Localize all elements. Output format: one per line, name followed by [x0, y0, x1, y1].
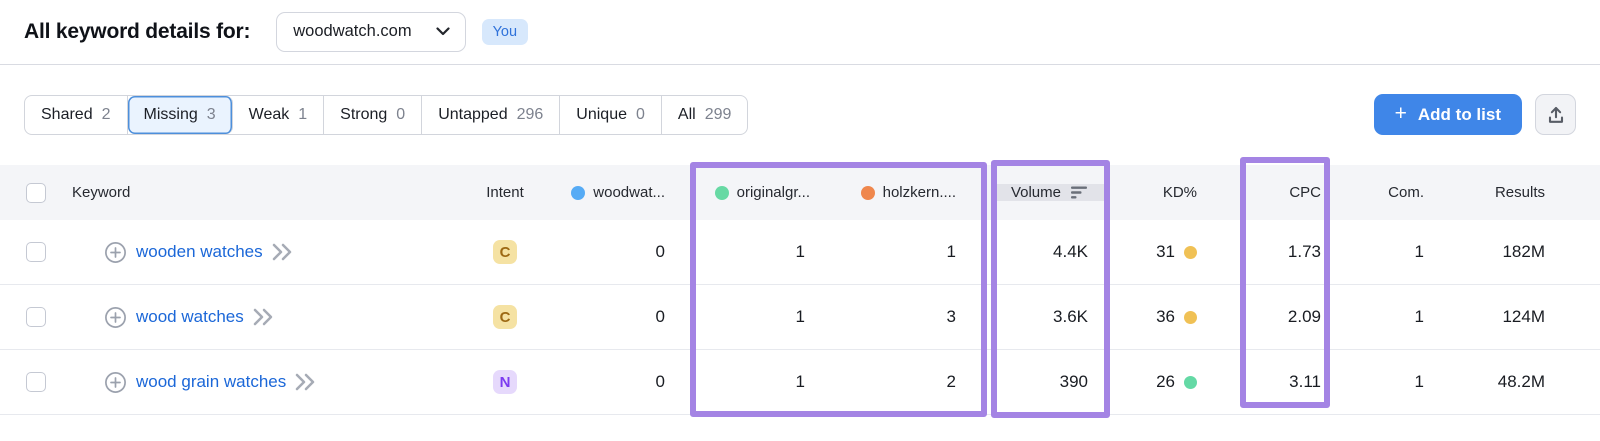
keywords-table: Keyword Intent woodwat... originalgr... … — [0, 165, 1600, 415]
tab-unique[interactable]: Unique 0 — [560, 95, 662, 134]
you-position-cell: 0 — [655, 372, 665, 391]
cpc-cell: 3.11 — [1289, 372, 1321, 391]
keyword-link[interactable]: wooden watches — [136, 242, 263, 261]
domain-dropdown[interactable]: woodwatch.com — [276, 11, 466, 52]
table-row: wood grain watches N 0 1 2 390 26 3.11 1… — [0, 350, 1600, 415]
competitor2-dot — [860, 185, 875, 200]
keyword-cell: wooden watches — [70, 241, 460, 264]
kd-score-dot — [1184, 375, 1197, 389]
keyword-column-header: Keyword — [72, 184, 131, 201]
add-to-list-button[interactable]: + Add to list — [1373, 94, 1522, 135]
kd-score-dot — [1184, 245, 1197, 259]
competitor2-position-cell: 2 — [946, 372, 956, 391]
competitor1-position-cell: 1 — [795, 307, 805, 326]
volume-cell: 3.6K — [1053, 307, 1088, 326]
keyword-cell: wood grain watches — [70, 371, 460, 394]
row-checkbox[interactable] — [26, 242, 46, 262]
export-button[interactable] — [1535, 94, 1576, 135]
row-checkbox[interactable] — [26, 372, 46, 392]
cpc-cell: 2.09 — [1287, 307, 1321, 326]
keyword-cell: wood watches — [70, 306, 460, 329]
results-cell: 48.2M — [1497, 372, 1545, 391]
page-title: All keyword details for: — [24, 19, 251, 43]
tab-strong[interactable]: Strong 0 — [324, 95, 423, 134]
competitor2-position-cell: 1 — [946, 242, 956, 261]
kd-cell: 26 — [1098, 372, 1203, 392]
add-keyword-icon[interactable] — [104, 306, 127, 329]
select-all-checkbox[interactable] — [26, 182, 46, 203]
plus-icon: + — [1394, 102, 1407, 125]
kd-score-dot — [1184, 310, 1197, 324]
row-checkbox[interactable] — [26, 307, 46, 327]
competitor1-position-cell: 1 — [795, 242, 805, 261]
double-chevron-icon[interactable] — [295, 373, 315, 391]
you-position-cell: 0 — [655, 242, 665, 261]
keyword-link[interactable]: wood grain watches — [136, 372, 287, 391]
volume-column-header[interactable]: Volume — [958, 184, 1104, 201]
volume-cell: 4.4K — [1053, 242, 1088, 261]
com-column-header[interactable]: Com. — [1388, 184, 1424, 201]
chevron-down-icon — [435, 27, 450, 36]
competitor1-position-cell: 1 — [795, 372, 805, 391]
competitor1-dot — [714, 185, 729, 200]
select-all-cell — [0, 182, 70, 203]
tab-untapped[interactable]: Untapped 296 — [422, 95, 561, 134]
you-position-cell: 0 — [655, 307, 665, 326]
tab-missing[interactable]: Missing 3 — [127, 95, 233, 134]
you-domain-column-header[interactable]: woodwat... — [550, 184, 665, 201]
kd-cell: 36 — [1098, 307, 1203, 327]
sort-descending-icon — [1071, 186, 1087, 199]
double-chevron-icon[interactable] — [272, 243, 292, 261]
table-row: wooden watches C 0 1 1 4.4K 31 1.73 1 18… — [0, 220, 1600, 285]
filter-tabs: Shared 2 Missing 3 Weak 1 Strong 0 Untap… — [24, 94, 749, 135]
table-row: wood watches C 0 1 3 3.6K 36 2.09 1 124M — [0, 285, 1600, 350]
upload-icon — [1548, 106, 1563, 123]
add-keyword-icon[interactable] — [104, 371, 127, 394]
intent-badge: C — [493, 240, 517, 264]
cpc-cell: 1.73 — [1287, 242, 1321, 261]
kd-cell: 31 — [1098, 242, 1203, 262]
volume-cell: 390 — [1059, 372, 1088, 391]
domain-dropdown-value: woodwatch.com — [293, 22, 412, 40]
com-cell: 1 — [1414, 242, 1424, 261]
intent-badge: N — [493, 370, 517, 394]
toolbar: Shared 2 Missing 3 Weak 1 Strong 0 Untap… — [24, 94, 1576, 135]
add-keyword-icon[interactable] — [104, 241, 127, 264]
intent-badge: C — [493, 305, 517, 329]
results-cell: 182M — [1502, 242, 1545, 261]
header-divider — [0, 64, 1600, 65]
cpc-column-header[interactable]: CPC — [1289, 184, 1321, 201]
com-cell: 1 — [1414, 307, 1424, 326]
results-cell: 124M — [1502, 307, 1545, 326]
com-cell: 1 — [1414, 372, 1424, 391]
keyword-link[interactable]: wood watches — [136, 307, 244, 326]
competitor2-column-header[interactable]: holzkern.... — [812, 184, 958, 201]
intent-column-header: Intent — [486, 184, 524, 201]
you-domain-dot — [571, 185, 586, 200]
results-column-header[interactable]: Results — [1494, 184, 1545, 201]
double-chevron-icon[interactable] — [253, 308, 273, 326]
you-badge: You — [481, 18, 529, 45]
competitor2-position-cell: 3 — [946, 307, 956, 326]
tab-weak[interactable]: Weak 1 — [233, 95, 325, 134]
kd-column-header[interactable]: KD% — [1162, 184, 1197, 201]
tab-all[interactable]: All 299 — [662, 96, 747, 134]
tab-shared[interactable]: Shared 2 — [25, 95, 128, 134]
top-bar: All keyword details for: woodwatch.com Y… — [24, 0, 529, 63]
competitor1-column-header[interactable]: originalgr... — [665, 184, 812, 201]
toolbar-actions: + Add to list — [1373, 94, 1576, 135]
table-header-row: Keyword Intent woodwat... originalgr... … — [0, 165, 1600, 220]
